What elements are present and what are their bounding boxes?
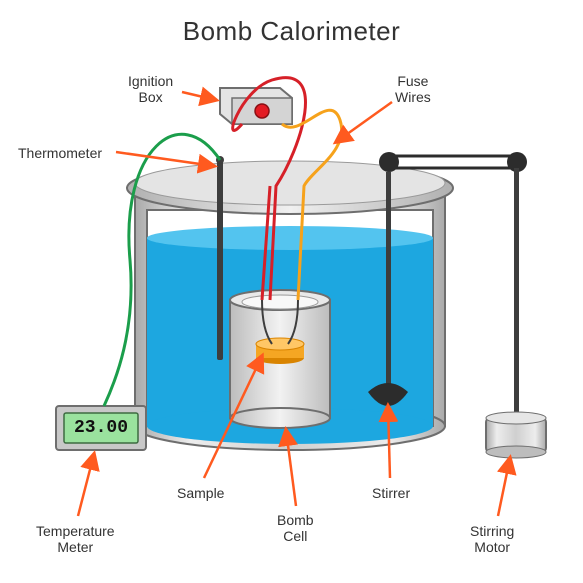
arrow-fuse-wires <box>336 102 392 142</box>
page-title: Bomb Calorimeter <box>0 16 583 47</box>
label-ignition-box: IgnitionBox <box>128 73 173 105</box>
bomb-cell <box>230 290 330 428</box>
label-thermometer: Thermometer <box>18 145 102 161</box>
label-sample: Sample <box>177 485 224 501</box>
label-stirring-motor: StirringMotor <box>470 523 514 555</box>
arrow-ignition-box <box>182 92 216 100</box>
diagram-stage: #ah path{fill:#ff5a1f} Bomb Calorimeter … <box>0 0 583 583</box>
label-fuse-wires: FuseWires <box>395 73 431 105</box>
label-temperature-meter: TemperatureMeter <box>36 523 115 555</box>
arrow-stirring-motor <box>498 458 510 516</box>
label-bomb-cell: BombCell <box>277 512 314 544</box>
thermometer-rod <box>217 160 223 360</box>
arrow-thermometer <box>116 152 214 166</box>
label-stirrer: Stirrer <box>372 485 410 501</box>
meter-readout: 23.00 <box>64 418 138 438</box>
arrow-temperature-meter <box>78 454 94 516</box>
ignition-button <box>255 104 269 118</box>
diagram-svg: #ah path{fill:#ff5a1f} <box>0 0 583 583</box>
ignition-box <box>220 88 292 124</box>
